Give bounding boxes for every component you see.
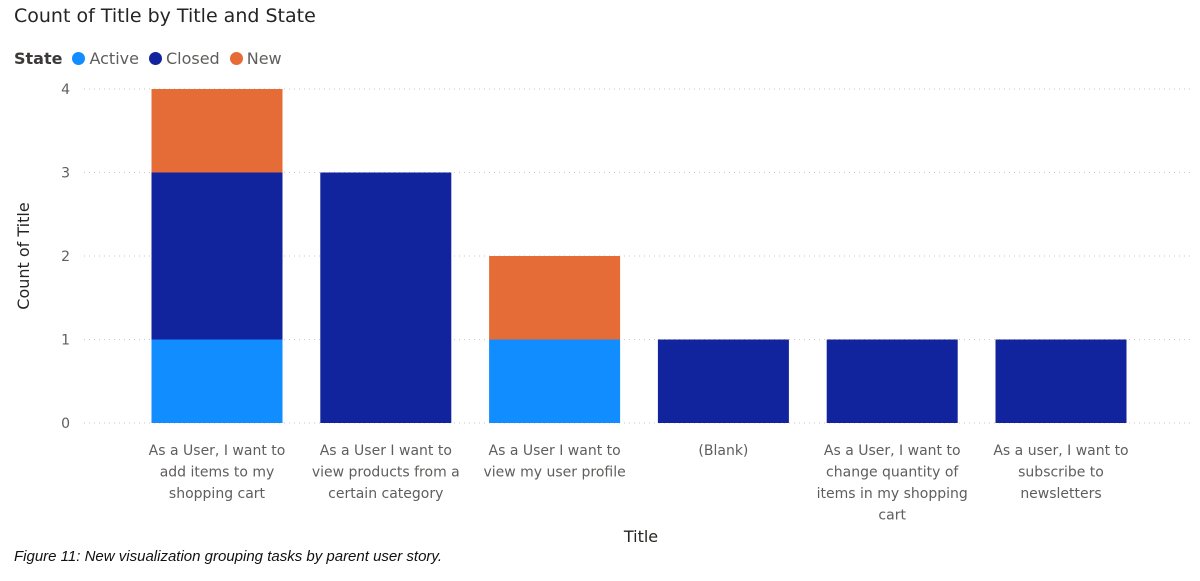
- legend-dot-active: [72, 51, 86, 65]
- x-axis-title: Title: [623, 527, 658, 546]
- y-axis-ticks: 0 1 2 3 4: [61, 82, 70, 432]
- x-tick-label: As a User, I want to change quantity of it…: [817, 443, 968, 524]
- y-tick-label: 2: [61, 249, 70, 265]
- bar-closed-3[interactable]: [657, 339, 789, 424]
- bar-closed-5[interactable]: [995, 339, 1127, 424]
- y-tick-label: 1: [61, 333, 70, 349]
- legend-item-new[interactable]: New: [229, 48, 282, 68]
- y-axis-title: Count of Title: [14, 202, 33, 309]
- bar-active-0[interactable]: [151, 339, 283, 424]
- x-tick-label: As a user, I want to subscribe to newslett…: [993, 443, 1128, 502]
- y-tick-label: 4: [61, 82, 70, 98]
- legend-dot-closed: [148, 51, 162, 65]
- bar-closed-1[interactable]: [320, 172, 452, 424]
- x-tick-label: (Blank): [698, 443, 748, 459]
- legend: State Active Closed New: [14, 47, 292, 69]
- y-tick-label: 3: [61, 166, 70, 182]
- bar-closed-0[interactable]: [151, 172, 283, 340]
- figure-caption: Figure 11: New visualization grouping ta…: [14, 548, 442, 565]
- legend-dot-new: [229, 51, 243, 65]
- bar-active-2[interactable]: [489, 339, 621, 424]
- x-axis-ticks: As a User, I want to add items to my shopp…: [149, 443, 1129, 524]
- legend-label-closed: Closed: [165, 48, 220, 68]
- legend-item-closed[interactable]: Closed: [148, 48, 220, 68]
- bar-closed-4[interactable]: [826, 339, 958, 424]
- legend-label-active: Active: [89, 48, 139, 68]
- bar-new-0[interactable]: [151, 89, 283, 173]
- x-tick-label: As a User, I want to add items to my shopp…: [149, 443, 286, 502]
- legend-item-active[interactable]: Active: [72, 49, 139, 68]
- legend-label-new: New: [246, 48, 282, 68]
- y-tick-label: 0: [61, 416, 70, 432]
- bars: [151, 89, 1127, 424]
- legend-title: State: [14, 48, 63, 68]
- bar-new-2[interactable]: [489, 256, 621, 340]
- x-tick-label: As a User I want to view my user profile: [483, 443, 625, 481]
- chart-title: Count of Title by Title and State: [14, 5, 316, 27]
